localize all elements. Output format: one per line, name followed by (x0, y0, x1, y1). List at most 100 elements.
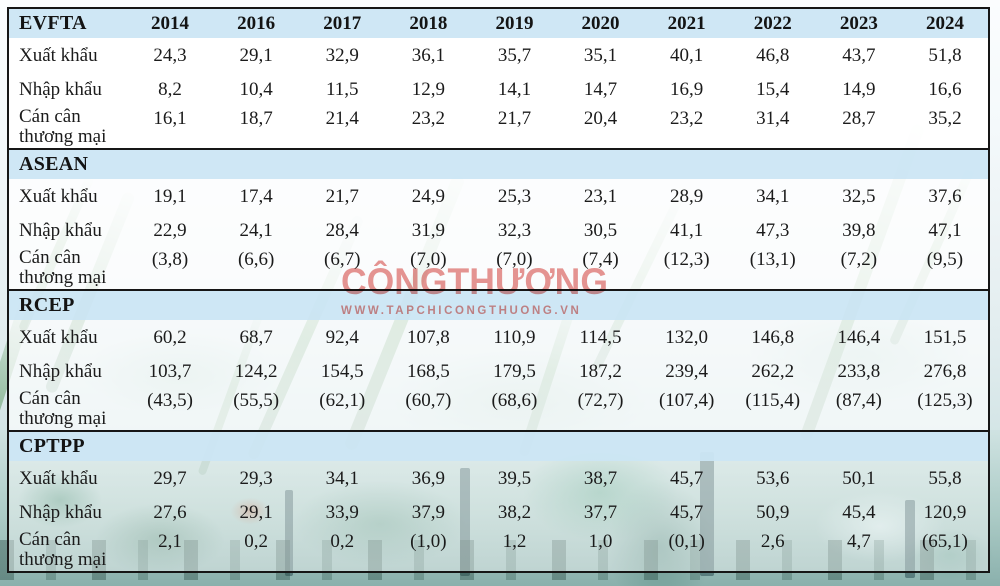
cell-value: 34,1 (756, 185, 790, 207)
harbor-post (905, 500, 915, 578)
cell-value: 8,2 (158, 78, 182, 100)
cell-value: 60,2 (153, 326, 187, 348)
row-label: Cán cân thương mại (19, 388, 107, 429)
cell-value: 10,4 (239, 78, 273, 100)
table-row: Cán cân thương mại 2,1 0,2 0,2 (1,0) 1,2 1,0 (0… (9, 529, 988, 571)
cell-value: (13,1) (749, 249, 796, 270)
cell-value: (1,0) (410, 531, 447, 552)
section-title-asean: ASEAN (19, 153, 89, 175)
cell-value: (107,4) (658, 390, 715, 411)
cell-value: 41,1 (670, 219, 704, 241)
section-header: CPTPP (9, 432, 988, 461)
cell-value: 50,1 (842, 467, 876, 489)
cell-value: 33,9 (325, 501, 359, 523)
cell-value: 21,4 (325, 108, 359, 129)
harbor-machinery-strip (0, 540, 1000, 580)
cell-value: (60,7) (405, 390, 452, 411)
cell-value: 22,9 (153, 219, 187, 241)
cell-value: 154,5 (320, 360, 364, 382)
cell-value: 30,5 (583, 219, 618, 241)
cell-value: (72,7) (577, 390, 624, 411)
cell-value: 12,9 (411, 78, 445, 100)
harbor-post (460, 468, 470, 576)
row-label: Xuất khẩu (19, 44, 98, 66)
cell-value: 35,7 (497, 44, 532, 66)
cell-value: (3,8) (151, 249, 189, 270)
table-row: Xuất khẩu 29,7 29,3 34,1 36,9 39,5 38,7 45,7 53,… (9, 461, 988, 496)
year-header: 2019 (495, 12, 534, 34)
cell-value: 36,9 (411, 467, 445, 489)
cell-value: 31,9 (411, 219, 445, 241)
cell-value: 4,7 (846, 531, 871, 552)
cell-value: (7,4) (582, 249, 619, 270)
cell-value: 23,2 (670, 108, 704, 129)
year-header: 2024 (925, 12, 964, 34)
cell-value: (87,4) (835, 390, 882, 411)
cell-value: 55,8 (928, 467, 962, 489)
section-evfta: EVFTA 2014 2016 2017 2018 2019 2020 2021 2022 202… (9, 9, 988, 148)
section-header: RCEP (9, 291, 988, 320)
cell-value: 239,4 (665, 360, 709, 382)
cell-value: (68,6) (491, 390, 538, 411)
cell-value: 34,1 (325, 467, 359, 489)
section-title-cptpp: CPTPP (19, 435, 85, 457)
cell-value: 92,4 (325, 326, 359, 348)
harbor-post (285, 490, 293, 576)
cell-value: 17,4 (239, 185, 273, 207)
year-header: 2022 (753, 12, 792, 34)
section-rows: Xuất khẩu 60,2 68,7 92,4 107,8 110,9 114,5 132,… (9, 320, 988, 430)
cell-value: 53,6 (756, 467, 790, 489)
cell-value: 23,2 (411, 108, 445, 129)
row-label: Xuất khẩu (19, 185, 98, 207)
cell-value: 110,9 (493, 326, 536, 348)
cell-value: 2,1 (158, 531, 182, 552)
cell-value: 233,8 (837, 360, 881, 382)
row-label: Nhập khẩu (19, 501, 102, 523)
cell-value: 146,8 (751, 326, 795, 348)
cell-value: (125,3) (917, 390, 973, 411)
cell-value: (6,6) (237, 249, 275, 270)
cell-value: 24,3 (153, 44, 187, 66)
cell-value: 1,0 (588, 531, 613, 552)
section-title-evfta: EVFTA (19, 12, 87, 34)
trade-table: EVFTA 2014 2016 2017 2018 2019 2020 2021 2022 202… (7, 7, 990, 573)
cell-value: 35,1 (583, 44, 618, 66)
cell-value: 32,5 (842, 185, 876, 207)
cell-value: 16,9 (670, 78, 704, 100)
harbor-post (700, 452, 714, 576)
cell-value: 146,4 (837, 326, 881, 348)
cell-value: 47,1 (928, 219, 962, 241)
cell-value: 276,8 (923, 360, 967, 382)
cell-value: 38,2 (497, 501, 532, 523)
cell-value: (65,1) (921, 531, 968, 552)
cell-value: (7,0) (496, 249, 533, 270)
cell-value: 103,7 (148, 360, 192, 382)
cell-value: 20,4 (583, 108, 618, 129)
cell-value: 24,1 (239, 219, 273, 241)
cell-value: 187,2 (579, 360, 622, 382)
cell-value: 46,8 (756, 44, 790, 66)
cell-value: 29,1 (239, 501, 273, 523)
cell-value: (7,0) (410, 249, 447, 270)
cell-value: 35,2 (928, 108, 962, 129)
cell-value: 36,1 (411, 44, 445, 66)
cell-value: 262,2 (751, 360, 795, 382)
cell-value: 27,6 (153, 501, 187, 523)
table-row: Xuất khẩu 24,3 29,1 32,9 36,1 35,7 35,1 40,1 46,… (9, 38, 988, 73)
cell-value: 114,5 (579, 326, 622, 348)
cell-value: 40,1 (670, 44, 704, 66)
row-label: Cán cân thương mại (19, 529, 107, 570)
year-header: 2021 (667, 12, 706, 34)
row-label: Xuất khẩu (19, 326, 98, 348)
row-label: Nhập khẩu (19, 78, 102, 100)
row-label: Cán cân thương mại (19, 106, 107, 147)
cell-value: 39,5 (497, 467, 532, 489)
cell-value: (7,2) (840, 249, 878, 270)
year-header: 2014 (151, 12, 190, 34)
cell-value: 21,7 (497, 108, 532, 129)
section-rows: Xuất khẩu 24,3 29,1 32,9 36,1 35,7 35,1 40,1 46,… (9, 38, 988, 148)
section-header: EVFTA 2014 2016 2017 2018 2019 2020 2021 2022 202… (9, 9, 988, 38)
cell-value: 21,7 (325, 185, 359, 207)
section-header: ASEAN (9, 150, 988, 179)
